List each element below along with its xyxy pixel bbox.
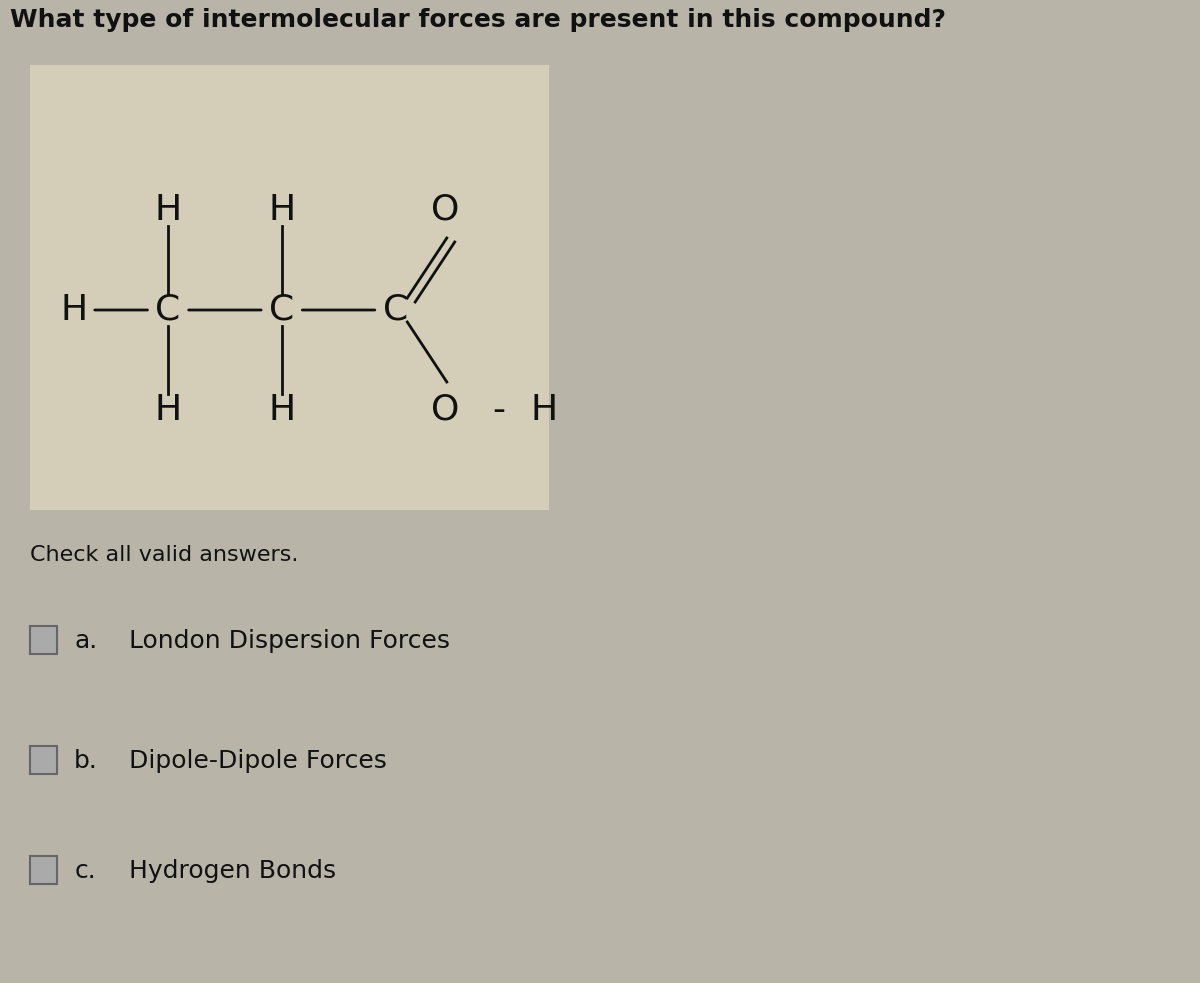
Text: -: -: [493, 393, 505, 427]
Text: C: C: [156, 293, 181, 327]
Text: c.: c.: [74, 859, 96, 883]
Text: b.: b.: [74, 749, 98, 773]
Text: H: H: [155, 393, 181, 427]
Text: O: O: [431, 393, 460, 427]
Text: H: H: [530, 393, 557, 427]
Text: Check all valid answers.: Check all valid answers.: [30, 545, 298, 565]
Text: O: O: [431, 193, 460, 227]
Text: H: H: [268, 393, 295, 427]
Bar: [30, 856, 58, 884]
Bar: [30, 626, 58, 654]
Text: Dipole-Dipole Forces: Dipole-Dipole Forces: [128, 749, 386, 773]
Bar: [30, 746, 58, 774]
Text: C: C: [269, 293, 294, 327]
Text: H: H: [268, 193, 295, 227]
Text: H: H: [60, 293, 88, 327]
Text: What type of intermolecular forces are present in this compound?: What type of intermolecular forces are p…: [10, 8, 946, 32]
Text: London Dispersion Forces: London Dispersion Forces: [128, 629, 450, 653]
Text: C: C: [383, 293, 408, 327]
Text: a.: a.: [74, 629, 97, 653]
Bar: [30, 65, 548, 510]
Text: Hydrogen Bonds: Hydrogen Bonds: [128, 859, 336, 883]
Text: H: H: [155, 193, 181, 227]
